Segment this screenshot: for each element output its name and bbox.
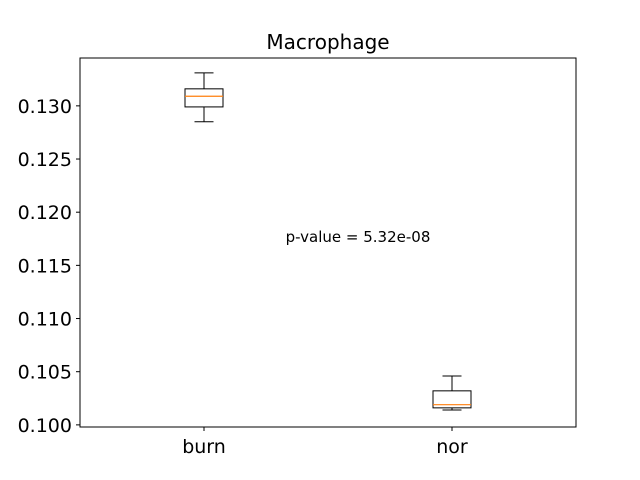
box-nor [432,375,472,411]
box-series [184,72,472,411]
y-tick-label: 0.110 [18,309,72,331]
iqr-box [184,88,224,108]
x-axis: burn nor [182,427,468,458]
y-tick-label: 0.105 [18,362,72,384]
x-tick-label: nor [436,436,468,458]
plot-area-frame [79,57,577,428]
y-tick-label: 0.100 [18,415,72,437]
y-tick-label: 0.130 [18,96,72,118]
box-burn [184,72,224,123]
y-tick-label: 0.120 [18,202,72,224]
chart-title: Macrophage [266,30,389,54]
y-tick-label: 0.115 [18,255,72,277]
y-tick-label: 0.125 [18,149,72,171]
y-axis: 0.100 0.105 0.110 0.115 0.120 0.125 0.130 [18,96,80,437]
p-value-annotation: p-value = 5.32e-08 [286,228,431,246]
x-tick-label: burn [182,436,226,458]
iqr-box [432,390,472,409]
